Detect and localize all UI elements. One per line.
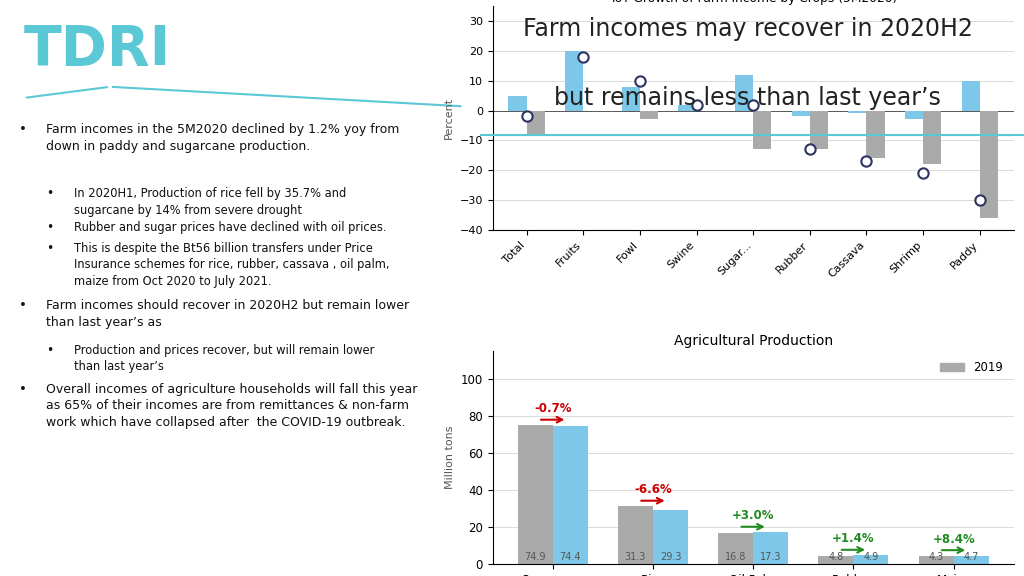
Text: This is despite the Bt56 billion transfers under Price
Insurance schemes for ric: This is despite the Bt56 billion transfe… <box>74 241 389 287</box>
Text: 4.8: 4.8 <box>828 552 844 562</box>
Text: 74.4: 74.4 <box>559 552 581 562</box>
Bar <box>653 510 688 564</box>
Text: 17.3: 17.3 <box>760 552 781 562</box>
Legend: 2019: 2019 <box>936 357 1008 379</box>
Text: Farm incomes should recover in 2020H2 but remain lower
than last year’s as: Farm incomes should recover in 2020H2 bu… <box>46 299 410 328</box>
Bar <box>818 556 853 564</box>
Text: •: • <box>19 299 28 312</box>
Bar <box>509 96 526 111</box>
Text: 74.9: 74.9 <box>524 552 546 562</box>
Legend: Price, Production, Farm income: Price, Production, Farm income <box>799 0 1009 2</box>
Bar <box>617 506 653 564</box>
Text: In 2020H1, Production of rice fell by 35.7% and
sugarcane by 14% from severe dro: In 2020H1, Production of rice fell by 35… <box>74 187 346 217</box>
Bar <box>919 556 953 564</box>
Text: •: • <box>46 187 53 200</box>
Bar <box>810 111 828 149</box>
Bar <box>679 104 696 111</box>
Bar <box>640 111 658 119</box>
Text: Rubber and sugar prices have declined with oil prices.: Rubber and sugar prices have declined wi… <box>74 221 386 234</box>
Bar <box>923 111 941 164</box>
Text: -6.6%: -6.6% <box>634 483 672 496</box>
Text: +1.4%: +1.4% <box>833 532 874 545</box>
Bar <box>518 425 553 564</box>
Text: Production and prices recover, but will remain lower
than last year’s: Production and prices recover, but will … <box>74 344 374 373</box>
Point <box>688 100 705 109</box>
Bar <box>953 556 989 564</box>
Text: TDRI: TDRI <box>24 22 171 77</box>
Bar <box>622 86 640 111</box>
Bar <box>905 111 923 119</box>
Bar <box>962 81 980 111</box>
Bar <box>565 51 584 111</box>
Point <box>914 169 931 178</box>
Y-axis label: Million tons: Million tons <box>445 426 455 490</box>
Text: 4.9: 4.9 <box>863 552 879 562</box>
Text: •: • <box>19 383 28 396</box>
Bar <box>866 111 885 158</box>
Y-axis label: Percent: Percent <box>443 97 454 139</box>
Bar <box>754 532 788 564</box>
Text: Overall incomes of agriculture households will fall this year
as 65% of their in: Overall incomes of agriculture household… <box>46 383 418 429</box>
Bar <box>792 111 810 116</box>
Title: Agricultural Production: Agricultural Production <box>674 334 833 348</box>
Point <box>858 157 874 166</box>
Text: 29.3: 29.3 <box>659 552 681 562</box>
Point <box>745 100 762 109</box>
Text: •: • <box>46 344 53 357</box>
Text: but remains less than last year’s: but remains less than last year’s <box>554 86 941 111</box>
Text: •: • <box>46 221 53 234</box>
Bar <box>980 111 998 218</box>
Point <box>632 76 648 85</box>
Text: +8.4%: +8.4% <box>932 533 975 545</box>
Bar <box>718 533 754 564</box>
Point <box>972 196 988 205</box>
Point <box>802 145 818 154</box>
Point <box>518 112 535 121</box>
Text: 31.3: 31.3 <box>625 552 646 562</box>
Text: 4.7: 4.7 <box>964 552 979 562</box>
Title: YoY Growth of Farm income by Crops (5M2020): YoY Growth of Farm income by Crops (5M20… <box>609 0 897 5</box>
Text: 16.8: 16.8 <box>725 552 746 562</box>
Bar <box>526 111 545 134</box>
Bar <box>853 555 889 564</box>
Bar <box>553 426 588 564</box>
Bar <box>848 111 866 113</box>
Text: -0.7%: -0.7% <box>534 402 571 415</box>
Bar <box>754 111 771 149</box>
Text: Farm incomes may recover in 2020H2: Farm incomes may recover in 2020H2 <box>522 17 973 41</box>
Text: •: • <box>46 241 53 255</box>
Point <box>575 52 592 61</box>
Bar <box>735 74 754 111</box>
Text: 4.3: 4.3 <box>929 552 944 562</box>
Text: •: • <box>19 123 28 136</box>
Text: Farm incomes in the 5M2020 declined by 1.2% yoy from
down in paddy and sugarcane: Farm incomes in the 5M2020 declined by 1… <box>46 123 399 153</box>
Text: +3.0%: +3.0% <box>732 509 774 522</box>
